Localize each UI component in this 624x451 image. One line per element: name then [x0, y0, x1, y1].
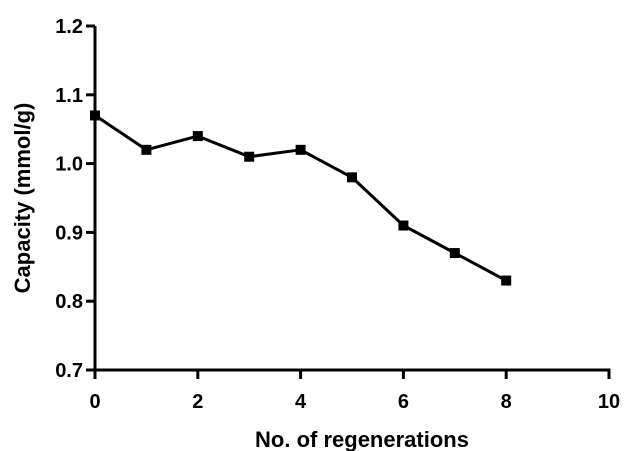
data-point-marker — [347, 172, 357, 183]
y-tick-label: 0.9 — [55, 222, 83, 244]
y-tick-label: 0.8 — [55, 291, 83, 313]
y-axis-title: Capacity (mmol/g) — [10, 103, 35, 294]
x-tick-label: 10 — [598, 391, 620, 413]
y-tick-label: 1.0 — [55, 154, 83, 176]
data-point-marker — [244, 151, 255, 162]
data-point-marker — [141, 144, 152, 155]
y-tick-label: 1.1 — [55, 85, 83, 107]
series-line — [94, 114, 507, 282]
x-tick-label: 8 — [501, 391, 512, 413]
y-tick-label: 1.2 — [55, 16, 83, 38]
y-tick-label: 0.7 — [55, 360, 83, 382]
axes — [86, 24, 611, 379]
data-point-marker — [90, 110, 100, 121]
data-point-marker — [501, 275, 512, 286]
series-layer — [90, 110, 512, 286]
x-tick-label: 0 — [89, 391, 100, 413]
data-point-marker — [398, 220, 409, 231]
data-point-marker — [449, 248, 460, 259]
x-tick-label: 6 — [398, 391, 409, 413]
x-axis-title: No. of regenerations — [255, 427, 469, 451]
data-point-marker — [295, 144, 306, 155]
x-tick-label: 2 — [192, 391, 203, 413]
labels-layer: No. of regenerations Capacity (mmol/g) 0… — [10, 16, 620, 451]
x-tick-label: 4 — [295, 391, 307, 413]
data-point-marker — [192, 131, 203, 142]
